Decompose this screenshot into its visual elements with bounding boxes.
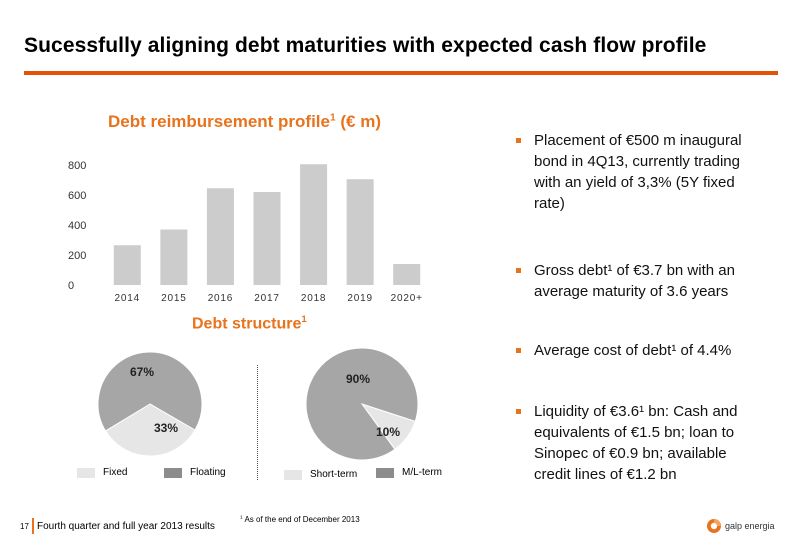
footer-text: Fourth quarter and full year 2013 result… bbox=[37, 521, 215, 532]
galp-logo: galp energia bbox=[706, 518, 775, 534]
slide-title: Sucessfully aligning debt maturities wit… bbox=[24, 34, 707, 57]
bullet-line: bond in 4Q13, currently trading bbox=[534, 153, 740, 170]
bullet-marker bbox=[516, 138, 521, 143]
short-long-term-pie-slice-m-l-term bbox=[305, 347, 419, 461]
bullet-line: average maturity of 3.6 years bbox=[534, 283, 729, 300]
galp-logo-icon bbox=[707, 519, 721, 533]
bar-2018 bbox=[300, 164, 328, 285]
legend-short-term-label: Short-term bbox=[310, 469, 358, 480]
y-tick-label: 0 bbox=[68, 280, 74, 292]
fixed-floating-pie-slice-fixed bbox=[104, 403, 196, 457]
legend-ml-term-label: M/L-term bbox=[402, 467, 442, 478]
galp-logo-text: galp energia bbox=[725, 521, 775, 531]
bullet-item: Liquidity of €3.6¹ bn: Cash and equivale… bbox=[534, 401, 737, 485]
bullet-line: equivalents of €1.5 bn; loan to bbox=[534, 424, 735, 441]
legend-ml-term: M/L-term bbox=[376, 467, 442, 478]
legend-fixed: Fixed bbox=[77, 467, 127, 478]
pie-divider bbox=[257, 365, 258, 480]
bullet-line: Sinopec of €0.9 bn; available bbox=[534, 445, 727, 462]
x-tick-label: 2014 bbox=[115, 293, 140, 304]
bullet-item: Placement of €500 m inaugural bond in 4Q… bbox=[534, 130, 742, 214]
fixed-floating-pie-chart: 33% 67% bbox=[97, 352, 203, 457]
bullet-line: with an yield of 3,3% (5Y fixed bbox=[534, 174, 735, 191]
bar-2020-plus bbox=[393, 264, 421, 285]
chart-title-text: Debt reimbursement profile bbox=[108, 112, 330, 131]
fixed-floating-pie-slice-floating bbox=[97, 352, 203, 432]
bullet-marker bbox=[516, 409, 521, 414]
y-tick-label: 600 bbox=[68, 190, 86, 202]
bar-2019 bbox=[346, 179, 374, 285]
short-long-term-pie-value-label: 90% bbox=[346, 372, 370, 386]
bullet-marker bbox=[516, 268, 521, 273]
bar-2016 bbox=[206, 188, 234, 285]
bullet-line: Placement of €500 m inaugural bbox=[534, 132, 742, 149]
bar-2014 bbox=[113, 245, 141, 285]
x-tick-label: 2015 bbox=[161, 293, 186, 304]
bar-2015 bbox=[160, 229, 188, 285]
legend-ml-term-swatch bbox=[376, 467, 394, 478]
chart-title-sup: 1 bbox=[330, 112, 336, 124]
legend-short-term-swatch bbox=[284, 469, 302, 480]
x-tick-label: 2018 bbox=[301, 293, 326, 304]
chart-title-suffix: (€ m) bbox=[335, 112, 382, 131]
debt-reimbursement-bar-chart: 0 200 400 600 800 2014 2015 2016 2017 2018 2019 202… bbox=[68, 160, 423, 304]
bullet-marker bbox=[516, 348, 521, 353]
x-tick-label: 2017 bbox=[254, 293, 279, 304]
short-long-term-pie-value-label: 10% bbox=[376, 425, 400, 439]
y-tick-label: 800 bbox=[68, 160, 86, 172]
debt-structure-title-text: Debt structure bbox=[192, 315, 302, 333]
legend-fixed-label: Fixed bbox=[103, 467, 128, 478]
bullet-line: Liquidity of €3.6¹ bn: Cash and bbox=[534, 403, 738, 420]
y-tick-label: 200 bbox=[68, 250, 86, 262]
fixed-floating-pie-value-label: 67% bbox=[130, 365, 154, 379]
footnote: 1 As of the end of December 2013 bbox=[240, 515, 360, 524]
legend-fixed-swatch bbox=[77, 467, 95, 478]
bullet-line: Average cost of debt¹ of 4.4% bbox=[534, 342, 732, 359]
legend-floating-swatch bbox=[164, 467, 182, 478]
footer-accent-bar bbox=[32, 518, 34, 534]
legend-short-term: Short-term bbox=[284, 469, 357, 480]
debt-structure-title-sup: 1 bbox=[301, 314, 307, 325]
debt-structure-title: Debt structure1 bbox=[192, 314, 307, 333]
x-tick-label: 2016 bbox=[208, 293, 233, 304]
legend-floating: Floating bbox=[164, 467, 226, 478]
chart-title: Debt reimbursement profile1 (€ m) bbox=[108, 112, 381, 132]
x-tick-label: 2019 bbox=[347, 293, 372, 304]
y-tick-label: 400 bbox=[68, 220, 86, 232]
fixed-floating-pie-value-label: 33% bbox=[154, 421, 178, 435]
x-tick-label: 2020+ bbox=[391, 293, 423, 304]
title-rule bbox=[24, 71, 778, 75]
footnote-sup: 1 bbox=[240, 515, 243, 521]
bullet-line: Gross debt¹ of €3.7 bn with an bbox=[534, 262, 735, 279]
page-number: 17 bbox=[20, 522, 29, 531]
bullet-line: rate) bbox=[534, 195, 565, 212]
bullet-item: Gross debt¹ of €3.7 bn with an average m… bbox=[534, 260, 735, 302]
short-long-term-pie-chart: 10% 90% bbox=[305, 347, 419, 461]
bullet-line: credit lines of €1.2 bn bbox=[534, 466, 677, 483]
bullet-item: Average cost of debt¹ of 4.4% bbox=[534, 340, 731, 361]
legend-floating-label: Floating bbox=[190, 467, 226, 478]
bar-2017 bbox=[253, 192, 281, 285]
footnote-text: As of the end of December 2013 bbox=[244, 515, 360, 524]
